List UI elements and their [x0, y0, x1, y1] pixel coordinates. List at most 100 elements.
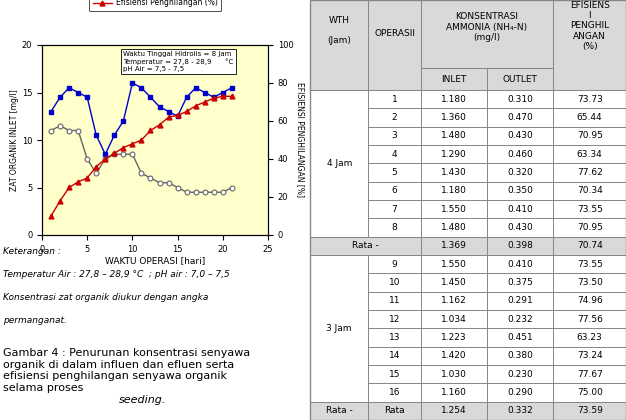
Legend: Zat Organik Inlet (mg/l), Zat Organik Outlet (mg/l), Efisiensi Penghilangan (%): Zat Organik Inlet (mg/l), Zat Organik Ou…	[89, 0, 221, 11]
Bar	[310, 90, 369, 236]
Text: 4 Jam: 4 Jam	[327, 159, 352, 168]
Text: 0.320: 0.320	[507, 168, 533, 177]
Bar	[421, 291, 487, 310]
Bar	[553, 182, 626, 200]
Text: Rata: Rata	[384, 406, 405, 415]
Bar	[369, 328, 421, 346]
Text: Keterangan :: Keterangan :	[3, 247, 61, 256]
Text: seeding.: seeding.	[119, 394, 167, 404]
Bar	[421, 383, 487, 402]
Text: 13: 13	[389, 333, 400, 342]
Bar	[421, 127, 487, 145]
Text: KONSENTRASI
AMMONIA (NH₄-N)
(mg/l): KONSENTRASI AMMONIA (NH₄-N) (mg/l)	[446, 12, 528, 42]
Bar	[310, 255, 369, 402]
Bar	[421, 218, 487, 236]
Bar	[369, 346, 421, 365]
Text: 1.550: 1.550	[441, 260, 467, 269]
Bar	[553, 291, 626, 310]
Y-axis label: EFISIENSI PENGHILANGAN [%]: EFISIENSI PENGHILANGAN [%]	[296, 82, 305, 197]
Text: 0.232: 0.232	[507, 315, 533, 324]
Bar	[553, 273, 626, 291]
Text: 1.160: 1.160	[441, 388, 467, 397]
Text: 2: 2	[392, 113, 398, 122]
Bar	[487, 273, 553, 291]
Text: 0.398: 0.398	[507, 241, 533, 250]
Text: 7: 7	[392, 205, 398, 214]
Bar	[369, 273, 421, 291]
Bar	[369, 90, 421, 108]
Bar	[369, 255, 421, 273]
Bar	[553, 291, 626, 310]
X-axis label: WAKTU OPERASI [hari]: WAKTU OPERASI [hari]	[105, 257, 205, 265]
Bar	[369, 255, 421, 273]
Bar	[553, 328, 626, 346]
Bar	[421, 328, 487, 346]
Bar	[553, 218, 626, 236]
Text: 70.95: 70.95	[577, 131, 603, 140]
Bar	[553, 346, 626, 365]
Text: 0.470: 0.470	[507, 113, 533, 122]
Bar	[487, 346, 553, 365]
Text: 3: 3	[392, 131, 398, 140]
Text: 14: 14	[389, 352, 400, 360]
Bar	[421, 236, 487, 255]
Bar	[369, 127, 421, 145]
Bar	[421, 108, 487, 127]
Text: 73.24: 73.24	[577, 352, 602, 360]
Bar	[553, 200, 626, 218]
Bar	[369, 200, 421, 218]
Bar	[553, 0, 626, 90]
Text: 1.450: 1.450	[441, 278, 466, 287]
Bar	[487, 108, 553, 127]
Text: 73.59: 73.59	[577, 406, 603, 415]
Text: 1.180: 1.180	[441, 94, 467, 104]
Bar	[421, 200, 487, 218]
Bar	[369, 145, 421, 163]
Bar	[487, 127, 553, 145]
Bar	[421, 145, 487, 163]
Text: 1.550: 1.550	[441, 205, 467, 214]
Bar	[487, 236, 553, 255]
Bar	[487, 200, 553, 218]
Bar	[421, 145, 487, 163]
Bar	[421, 236, 487, 255]
Bar	[369, 291, 421, 310]
Bar	[421, 273, 487, 291]
Text: OPERASII: OPERASII	[374, 29, 415, 39]
Bar	[487, 218, 553, 236]
Bar	[487, 218, 553, 236]
Text: 70.34: 70.34	[577, 186, 603, 195]
Text: 12: 12	[389, 315, 400, 324]
Text: EFISIENS
I
PENGHIL
ANGAN
(%): EFISIENS I PENGHIL ANGAN (%)	[570, 0, 610, 51]
Text: 0.410: 0.410	[507, 260, 533, 269]
Bar	[310, 0, 369, 90]
Bar	[421, 182, 487, 200]
Text: Gambar 4 : Penurunan konsentrasi senyawa
organik di dalam influen dan efluen ser: Gambar 4 : Penurunan konsentrasi senyawa…	[3, 348, 250, 393]
Bar	[369, 402, 421, 420]
Text: 1.030: 1.030	[441, 370, 467, 379]
Bar	[553, 273, 626, 291]
Bar	[421, 383, 487, 402]
Bar	[553, 236, 626, 255]
Bar	[421, 108, 487, 127]
Bar	[421, 127, 487, 145]
Bar	[310, 402, 369, 420]
Bar	[369, 218, 421, 236]
Bar	[487, 365, 553, 383]
Bar	[421, 255, 487, 273]
Bar	[421, 90, 487, 108]
Text: 0.375: 0.375	[507, 278, 533, 287]
Bar	[369, 182, 421, 200]
Text: 63.23: 63.23	[577, 333, 603, 342]
Bar	[369, 0, 421, 90]
Bar	[553, 346, 626, 365]
Bar	[369, 218, 421, 236]
Text: Rata -: Rata -	[352, 241, 379, 250]
Bar	[310, 0, 369, 90]
Text: 70.95: 70.95	[577, 223, 603, 232]
Text: 1: 1	[392, 94, 398, 104]
Text: 63.34: 63.34	[577, 150, 603, 159]
Bar	[421, 346, 487, 365]
Bar	[553, 145, 626, 163]
Bar	[421, 402, 487, 420]
